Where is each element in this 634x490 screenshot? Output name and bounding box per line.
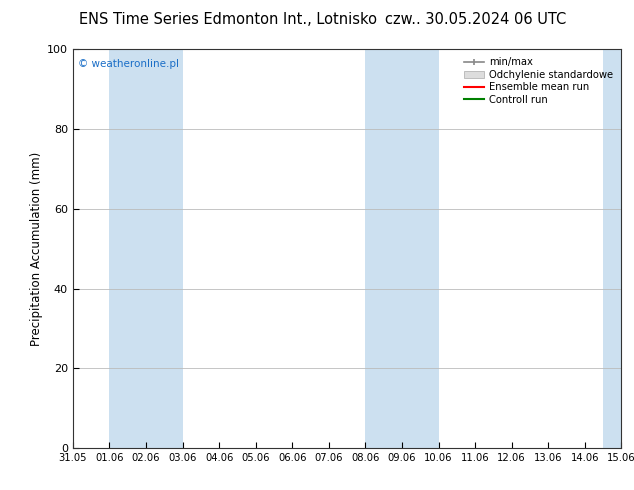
Bar	[365, 49, 439, 448]
Text: © weatheronline.pl: © weatheronline.pl	[79, 59, 179, 69]
Bar	[603, 49, 621, 448]
Bar	[110, 49, 183, 448]
Legend: min/max, Odchylenie standardowe, Ensemble mean run, Controll run: min/max, Odchylenie standardowe, Ensembl…	[461, 54, 616, 107]
Text: ENS Time Series Edmonton Int., Lotnisko: ENS Time Series Edmonton Int., Lotnisko	[79, 12, 377, 27]
Text: czw.. 30.05.2024 06 UTC: czw.. 30.05.2024 06 UTC	[385, 12, 566, 27]
Y-axis label: Precipitation Accumulation (mm): Precipitation Accumulation (mm)	[30, 151, 43, 346]
